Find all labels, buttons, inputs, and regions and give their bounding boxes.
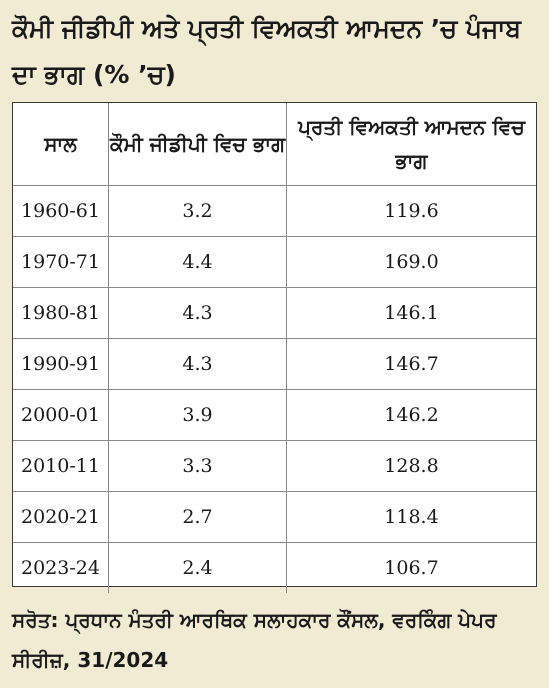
table-row: 1970-71 4.4 169.0 bbox=[13, 236, 536, 288]
cell-year: 2010-11 bbox=[13, 440, 109, 492]
table-row: 2000-01 3.9 146.2 bbox=[13, 389, 536, 441]
cell-gdp-share: 3.9 bbox=[108, 389, 287, 441]
cell-year: 1980-81 bbox=[13, 287, 109, 339]
cell-gdp-share: 4.3 bbox=[108, 287, 287, 339]
column-header-year: ਸਾਲ bbox=[13, 103, 109, 186]
table-row: 2023-24 2.4 106.7 bbox=[13, 542, 536, 593]
table-row: 1960-61 3.2 119.6 bbox=[13, 185, 536, 237]
cell-year: 2023-24 bbox=[13, 542, 109, 593]
table-row: 2010-11 3.3 128.8 bbox=[13, 440, 536, 492]
cell-per-capita-share: 119.6 bbox=[286, 185, 536, 237]
cell-per-capita-share: 169.0 bbox=[286, 236, 536, 288]
column-header-per-capita-share: ਪ੍ਰਤੀ ਵਿਅਕਤੀ ਆਮਦਨ ਵਿਚ ਭਾਗ bbox=[286, 103, 536, 186]
data-table: ਸਾਲ ਕੌਮੀ ਜੀਡੀਪੀ ਵਿਚ ਭਾਗ ਪ੍ਰਤੀ ਵਿਅਕਤੀ ਆਮਦ… bbox=[13, 103, 536, 593]
cell-gdp-share: 2.4 bbox=[108, 542, 287, 593]
cell-gdp-share: 4.4 bbox=[108, 236, 287, 288]
column-header-gdp-share: ਕੌਮੀ ਜੀਡੀਪੀ ਵਿਚ ਭਾਗ bbox=[108, 103, 287, 186]
chart-title: ਕੌਮੀ ਜੀਡੀਪੀ ਅਤੇ ਪ੍ਰਤੀ ਵਿਅਕਤੀ ਆਮਦਨ ’ਚ ਪੰਜ… bbox=[12, 14, 522, 89]
source-note: ਸਰੋਤ: ਪ੍ਰਧਾਨ ਮੰਤਰੀ ਆਰਥਿਕ ਸਲਾਹਕਾਰ ਕੌਂਸਲ, … bbox=[12, 608, 497, 672]
cell-gdp-share: 3.3 bbox=[108, 440, 287, 492]
cell-year: 2000-01 bbox=[13, 389, 109, 441]
cell-year: 2020-21 bbox=[13, 491, 109, 543]
cell-year: 1990-91 bbox=[13, 338, 109, 390]
header-row: ਸਾਲ ਕੌਮੀ ਜੀਡੀਪੀ ਵਿਚ ਭਾਗ ਪ੍ਰਤੀ ਵਿਅਕਤੀ ਆਮਦ… bbox=[13, 103, 536, 186]
table-row: 1990-91 4.3 146.7 bbox=[13, 338, 536, 390]
cell-gdp-share: 4.3 bbox=[108, 338, 287, 390]
cell-gdp-share: 2.7 bbox=[108, 491, 287, 543]
cell-year: 1960-61 bbox=[13, 185, 109, 237]
cell-per-capita-share: 128.8 bbox=[286, 440, 536, 492]
data-table-container: ਸਾਲ ਕੌਮੀ ਜੀਡੀਪੀ ਵਿਚ ਭਾਗ ਪ੍ਰਤੀ ਵਿਅਕਤੀ ਆਮਦ… bbox=[12, 102, 537, 593]
table-row: 1980-81 4.3 146.1 bbox=[13, 287, 536, 339]
cell-per-capita-share: 106.7 bbox=[286, 542, 536, 593]
cell-per-capita-share: 146.1 bbox=[286, 287, 536, 339]
cell-per-capita-share: 146.7 bbox=[286, 338, 536, 390]
table-body: 1960-61 3.2 119.6 1970-71 4.4 169.0 1980-81 4.3… bbox=[13, 185, 536, 593]
cell-year: 1970-71 bbox=[13, 236, 109, 288]
table-row: 2020-21 2.7 118.4 bbox=[13, 491, 536, 543]
cell-per-capita-share: 118.4 bbox=[286, 491, 536, 543]
cell-per-capita-share: 146.2 bbox=[286, 389, 536, 441]
cell-gdp-share: 3.2 bbox=[108, 185, 287, 237]
